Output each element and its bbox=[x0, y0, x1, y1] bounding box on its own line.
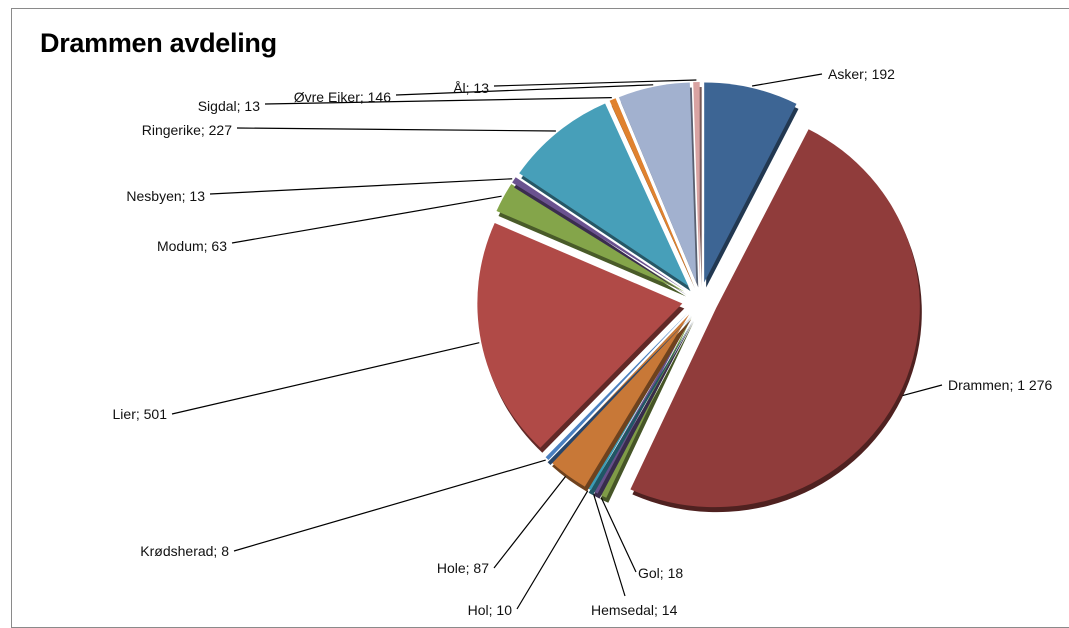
pie-slice-face bbox=[477, 223, 683, 448]
slice-label: Hemsedal; 14 bbox=[591, 602, 678, 618]
slice-label: Øvre Eiker; 146 bbox=[294, 89, 391, 105]
slice-label: Lier; 501 bbox=[113, 406, 168, 422]
chart-title: Drammen avdeling bbox=[40, 28, 277, 58]
leader-line bbox=[264, 97, 612, 105]
pie-slice-hole bbox=[550, 314, 692, 492]
pie-slice-depth bbox=[547, 318, 690, 465]
pie-slice-ringerike bbox=[519, 103, 691, 292]
slice-label: Ringerike; 227 bbox=[142, 122, 232, 138]
leader-line bbox=[209, 178, 513, 195]
pie-slice-drammen bbox=[630, 129, 922, 513]
slice-label: Drammen; 1 276 bbox=[948, 377, 1052, 393]
pie-slice-nesbyen bbox=[512, 177, 687, 296]
slice-label: Gol; 18 bbox=[638, 565, 683, 581]
slice-label: Ål; 13 bbox=[453, 80, 489, 96]
pie-slice-krødsherad bbox=[545, 313, 690, 465]
slice-label: Hol; 10 bbox=[468, 602, 513, 618]
leader-line bbox=[171, 342, 480, 415]
pie-slice-ål bbox=[693, 82, 702, 288]
slice-label: Asker; 192 bbox=[828, 66, 895, 82]
leader-line bbox=[902, 384, 943, 397]
slice-label: Nesbyen; 13 bbox=[126, 188, 205, 204]
leader-line bbox=[592, 493, 626, 597]
pie-slice-modum bbox=[496, 184, 687, 297]
leader-line bbox=[493, 79, 697, 87]
pie-slice-sigdal bbox=[609, 98, 695, 289]
slice-label: Modum; 63 bbox=[157, 238, 227, 254]
pie-slice-face bbox=[609, 98, 693, 284]
slice-label: Krødsherad; 8 bbox=[140, 543, 229, 559]
slice-label: Hole; 87 bbox=[437, 560, 489, 576]
pie-slice-lier bbox=[477, 223, 685, 453]
pie-slice-face bbox=[496, 184, 685, 292]
pie-slice-face bbox=[630, 129, 920, 508]
leader-line bbox=[236, 127, 556, 132]
pie-slice-face bbox=[512, 177, 685, 291]
leader-line bbox=[231, 195, 502, 244]
slice-label: Sigdal; 13 bbox=[198, 98, 260, 114]
pie-slice-face bbox=[545, 313, 688, 460]
leader-line bbox=[493, 476, 567, 569]
leader-line bbox=[395, 84, 654, 96]
pie-slice-face bbox=[704, 82, 797, 283]
leader-line bbox=[751, 73, 823, 87]
pie-slice-face bbox=[618, 82, 697, 283]
leader-line bbox=[516, 490, 589, 610]
pie-slice-face bbox=[519, 103, 689, 287]
leader-line bbox=[233, 459, 546, 552]
pie-slice-depth bbox=[588, 320, 694, 496]
pie-slice-øvre-eiker bbox=[618, 82, 699, 288]
pie-slice-face bbox=[550, 314, 690, 487]
pie-slice-face bbox=[693, 82, 700, 283]
leader-line bbox=[600, 497, 637, 573]
pie-slice-asker bbox=[704, 82, 799, 288]
